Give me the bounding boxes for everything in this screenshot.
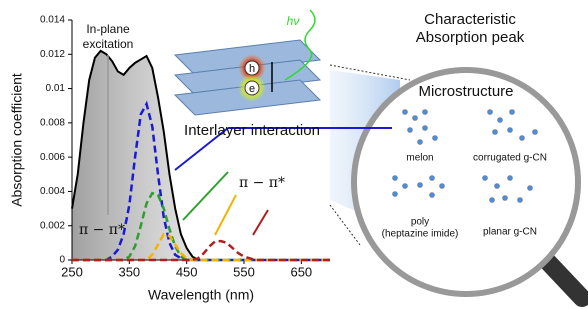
annotation: In-plane <box>86 22 130 36</box>
y-axis-label: Absorption coefficient <box>9 73 25 207</box>
x-axis-label: Wavelength (nm) <box>148 287 254 303</box>
x-tick-label: 250 <box>61 264 83 279</box>
panel-title: Absorption peak <box>416 29 525 46</box>
structure-label: (heptazine imide) <box>382 229 459 240</box>
structure-label: corrugated g-CN <box>473 153 547 164</box>
y-tick-label: 0.006 <box>40 152 65 163</box>
pointer <box>215 195 236 235</box>
lens <box>354 70 578 294</box>
annotation: e <box>249 83 255 95</box>
y-tick-label: 0.008 <box>40 117 65 128</box>
pointer <box>183 172 228 220</box>
annotation: h <box>249 63 255 75</box>
figure: 00.0020.0040.0060.0080.010.0120.01425035… <box>0 0 588 309</box>
handle <box>548 262 582 298</box>
y-tick-label: 0.01 <box>46 83 66 94</box>
x-tick-label: 650 <box>290 264 312 279</box>
y-tick-label: 0.004 <box>40 186 65 197</box>
y-tick-label: 0.014 <box>40 15 65 26</box>
structure-label: planar g-CN <box>483 227 537 238</box>
x-tick-label: 550 <box>233 264 255 279</box>
annotation: Interlayer interaction <box>184 122 320 139</box>
x-tick-label: 450 <box>176 264 198 279</box>
annotation: hν <box>287 14 300 28</box>
panel-title: Characteristic <box>424 11 516 28</box>
annotation: π − π* <box>239 175 285 191</box>
y-tick-label: 0.002 <box>40 220 65 231</box>
x-tick-label: 350 <box>118 264 140 279</box>
structure-label: melon <box>406 153 433 164</box>
structure-label: poly <box>411 217 429 228</box>
pointer <box>253 210 268 235</box>
lens-title: Microstructure <box>418 83 513 100</box>
annotation: excitation <box>83 37 134 51</box>
annotation: π − π* <box>79 222 125 238</box>
y-tick-label: 0.012 <box>40 49 65 60</box>
